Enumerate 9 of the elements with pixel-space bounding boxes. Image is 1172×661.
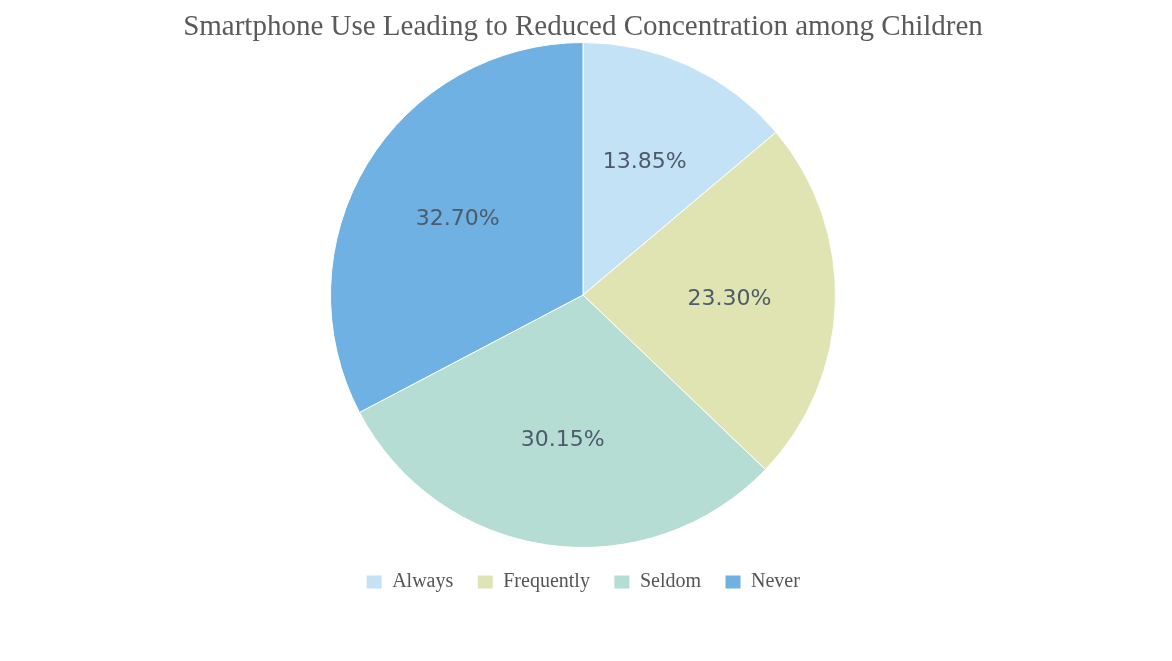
- data-label: 23.30%: [687, 285, 772, 311]
- legend-label: Frequently: [503, 569, 590, 593]
- data-label: 30.15%: [520, 425, 605, 451]
- data-label: 32.70%: [415, 204, 500, 230]
- chart-title: Smartphone Use Leading to Reduced Concentration among Children: [182, 8, 984, 42]
- legend-label: Always: [392, 569, 454, 593]
- legend-label: Seldom: [639, 569, 702, 592]
- legend-label: Never: [751, 569, 801, 592]
- data-label: 13.85%: [602, 147, 687, 173]
